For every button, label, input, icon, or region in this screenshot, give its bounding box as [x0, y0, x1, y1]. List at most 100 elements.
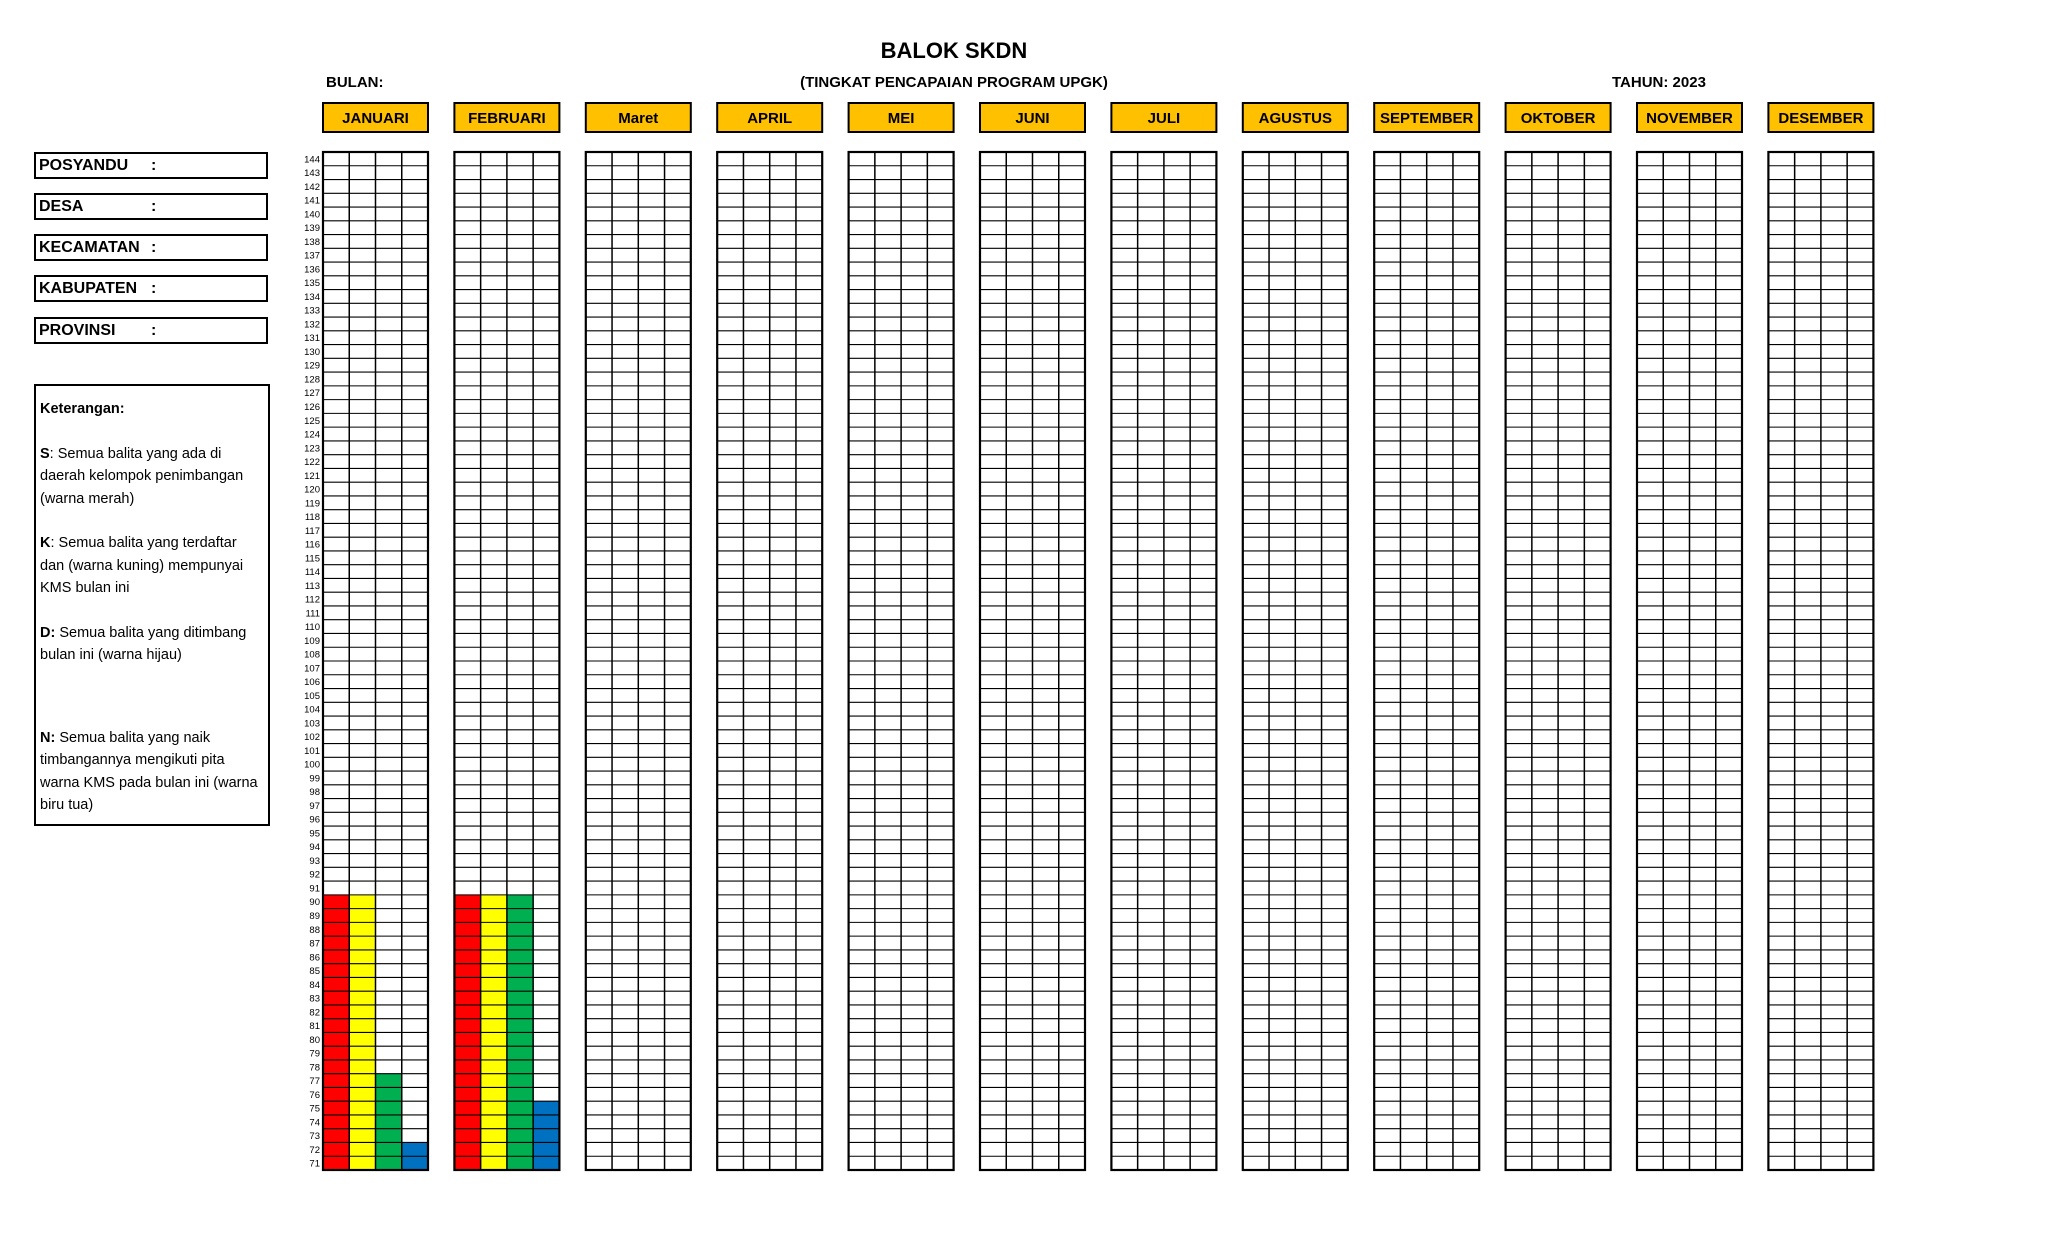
- month-header-mei: [847, 102, 955, 133]
- y-tick-label: 82: [309, 1007, 320, 1018]
- kecamatan-field[interactable]: KECAMATAN:: [34, 234, 268, 261]
- y-tick-label: 87: [309, 939, 320, 950]
- y-tick-label: 137: [304, 251, 320, 262]
- month-header-juni: [979, 102, 1086, 133]
- y-tick-label: 106: [304, 677, 320, 688]
- y-tick-label: 74: [309, 1117, 320, 1128]
- month-group-september: SEPTEMBER: [1373, 102, 1481, 1172]
- y-tick-label: 79: [309, 1049, 320, 1060]
- month-header-desember: [1767, 102, 1875, 133]
- bulan-label: BULAN:: [326, 74, 384, 91]
- month-header-oktober: [1504, 102, 1612, 133]
- y-tick-label: 140: [304, 209, 320, 220]
- month-label: JANUARI: [342, 110, 409, 127]
- legend-box: Keterangan: S: Semua balita yang ada di …: [34, 384, 270, 826]
- y-tick-label: 118: [305, 512, 320, 523]
- grid-frame-maret: [584, 150, 692, 1172]
- y-tick-label: 124: [304, 430, 320, 441]
- legend-text-n: Semua balita yang naik timbangannya meng…: [40, 729, 258, 814]
- y-tick-label: 130: [304, 347, 320, 358]
- page-subtitle: (TINGKAT PENCAPAIAN PROGRAM UPGK): [800, 74, 1108, 91]
- tahun-label: TAHUN: 2023: [1612, 74, 1706, 91]
- y-tick-label: 132: [304, 319, 320, 330]
- y-tick-label: 102: [304, 732, 320, 743]
- month-group-februari: FEBRUARI: [453, 102, 561, 1172]
- y-tick-label: 81: [309, 1021, 320, 1032]
- legend-item-n: N: Semua balita yang naik timbangannya m…: [40, 727, 264, 817]
- y-tick-label: 88: [309, 925, 320, 936]
- y-tick-label: 123: [304, 443, 320, 454]
- desa-separator: :: [151, 198, 157, 215]
- y-tick-label: 93: [309, 856, 320, 867]
- y-tick-label: 76: [309, 1090, 320, 1101]
- kabupaten-separator: :: [151, 280, 157, 297]
- provinsi-separator: :: [151, 322, 157, 339]
- posyandu-label: POSYANDU: [39, 157, 129, 174]
- month-header-februari: [453, 102, 561, 133]
- y-tick-label: 89: [309, 911, 320, 922]
- legend-text-s: : Semua balita yang ada di daerah kelomp…: [40, 445, 244, 507]
- kabupaten-field[interactable]: KABUPATEN:: [34, 275, 268, 302]
- legend-key-k: K: [40, 535, 51, 551]
- y-tick-label: 110: [305, 622, 320, 633]
- legend-title: Keterangan:: [40, 401, 125, 417]
- month-label: JULI: [1148, 110, 1181, 127]
- y-tick-label: 98: [309, 787, 320, 798]
- y-tick-label: 134: [304, 292, 320, 303]
- y-tick-label: 107: [304, 663, 320, 674]
- y-tick-label: 112: [305, 595, 320, 606]
- y-tick-label: 139: [304, 223, 320, 234]
- month-group-maret: Maret: [584, 102, 692, 1172]
- y-tick-label: 121: [304, 471, 320, 482]
- month-group-oktober: OKTOBER: [1504, 102, 1612, 1172]
- month-header-november: [1636, 102, 1743, 133]
- grid-frame-januari: [321, 150, 430, 1172]
- legend-key-s: S: [40, 445, 50, 462]
- y-tick-label: 144: [304, 154, 320, 165]
- y-tick-label: 73: [309, 1131, 320, 1142]
- y-tick-label: 135: [304, 278, 320, 289]
- y-tick-label: 125: [304, 416, 320, 427]
- month-label: APRIL: [747, 110, 792, 127]
- y-tick-label: 129: [304, 361, 320, 372]
- page-title: BALOK SKDN: [880, 38, 1028, 63]
- y-tick-label: 91: [309, 883, 320, 894]
- y-tick-label: 114: [305, 567, 320, 578]
- bar-d-januari: [375, 1073, 402, 1170]
- y-tick-label: 105: [304, 691, 320, 702]
- grid-frame-april: [716, 150, 824, 1172]
- month-label: FEBRUARI: [468, 110, 546, 127]
- desa-label: DESA: [39, 198, 84, 215]
- grid-frame-november: [1635, 150, 1744, 1172]
- grid-frame-juli: [1110, 150, 1218, 1172]
- grid-frame-juni: [978, 150, 1087, 1172]
- grid-frame-mei: [847, 150, 955, 1172]
- grid-frame-desember: [1767, 150, 1875, 1172]
- y-tick-label: 96: [309, 815, 320, 826]
- posyandu-field[interactable]: POSYANDU:: [34, 152, 268, 179]
- y-tick-label: 119: [305, 498, 320, 509]
- legend-item-k: K: Semua balita yang terdaftar dan (warn…: [40, 532, 264, 600]
- legend-text-d: Semua balita yang ditimbang bulan ini (w…: [40, 624, 247, 664]
- y-tick-label: 136: [304, 264, 320, 275]
- month-label: JUNI: [1015, 110, 1049, 127]
- y-tick-label: 142: [304, 182, 320, 193]
- desa-field[interactable]: DESA:: [34, 193, 268, 220]
- legend-text-k: : Semua balita yang terdaftar dan (warna…: [40, 535, 244, 596]
- month-group-juli: JULI: [1110, 102, 1218, 1172]
- legend-key-n: N:: [40, 729, 56, 746]
- y-tick-label: 97: [309, 801, 320, 812]
- kecamatan-label: KECAMATAN: [39, 239, 140, 256]
- y-tick-label: 101: [304, 746, 320, 757]
- grid-frame-agustus: [1241, 150, 1349, 1172]
- month-label: NOVEMBER: [1646, 110, 1733, 127]
- y-tick-label: 92: [309, 870, 320, 881]
- provinsi-field[interactable]: PROVINSI:: [34, 317, 268, 344]
- legend-key-d: D:: [40, 624, 56, 641]
- kabupaten-label: KABUPATEN: [39, 280, 138, 297]
- y-tick-label: 131: [304, 333, 320, 344]
- y-tick-label: 113: [305, 581, 320, 592]
- y-tick-label: 75: [309, 1104, 320, 1115]
- y-tick-label: 115: [305, 553, 320, 564]
- y-tick-label: 99: [309, 773, 320, 784]
